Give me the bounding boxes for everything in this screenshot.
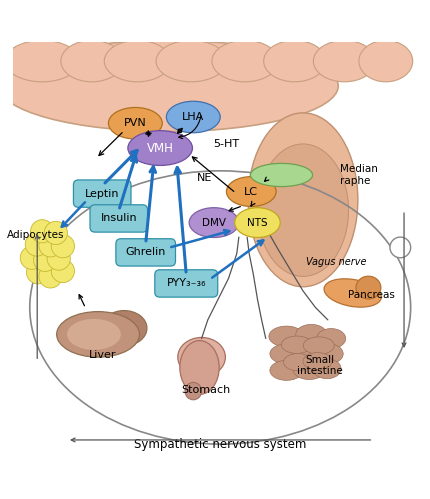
Ellipse shape	[47, 247, 71, 270]
Ellipse shape	[264, 40, 326, 82]
Circle shape	[390, 237, 411, 258]
Ellipse shape	[212, 40, 278, 82]
Ellipse shape	[51, 235, 74, 258]
Ellipse shape	[250, 163, 313, 187]
Ellipse shape	[258, 144, 349, 276]
Ellipse shape	[25, 233, 49, 256]
Ellipse shape	[303, 337, 334, 354]
Text: NE: NE	[197, 173, 212, 183]
Ellipse shape	[178, 337, 225, 377]
FancyBboxPatch shape	[74, 180, 131, 207]
Ellipse shape	[324, 279, 381, 307]
Ellipse shape	[0, 40, 338, 132]
Ellipse shape	[57, 311, 139, 357]
Ellipse shape	[270, 360, 303, 380]
Text: Median
raphe: Median raphe	[340, 164, 378, 186]
Text: 5-HT: 5-HT	[213, 139, 240, 149]
Ellipse shape	[227, 177, 276, 207]
FancyBboxPatch shape	[155, 270, 218, 297]
Ellipse shape	[27, 260, 49, 284]
Ellipse shape	[101, 310, 147, 346]
Ellipse shape	[5, 40, 80, 82]
Ellipse shape	[293, 360, 326, 380]
Ellipse shape	[269, 326, 304, 347]
Ellipse shape	[356, 276, 381, 299]
Ellipse shape	[316, 328, 346, 348]
Ellipse shape	[34, 249, 57, 271]
Ellipse shape	[293, 344, 326, 364]
Text: Leptin: Leptin	[85, 189, 120, 199]
Ellipse shape	[248, 113, 358, 287]
Text: NTS: NTS	[247, 218, 268, 228]
Text: Stomach: Stomach	[181, 385, 230, 395]
Text: Pancreas: Pancreas	[348, 290, 395, 300]
Text: Insulin: Insulin	[101, 214, 137, 224]
Ellipse shape	[31, 220, 54, 243]
Ellipse shape	[39, 265, 62, 288]
Ellipse shape	[270, 344, 303, 364]
Ellipse shape	[189, 208, 239, 238]
FancyBboxPatch shape	[116, 239, 175, 266]
Ellipse shape	[44, 222, 68, 245]
Text: Adipocytes: Adipocytes	[7, 230, 65, 240]
Ellipse shape	[283, 353, 313, 371]
Text: DMV: DMV	[202, 218, 226, 228]
Ellipse shape	[39, 234, 62, 257]
Text: PYY₃₋₃₆: PYY₃₋₃₆	[166, 278, 206, 288]
Text: Small
intestine: Small intestine	[297, 355, 342, 376]
Text: VMH: VMH	[147, 142, 174, 155]
Ellipse shape	[108, 107, 162, 139]
Text: Vagus nerve: Vagus nerve	[306, 257, 366, 267]
Ellipse shape	[303, 353, 332, 370]
Ellipse shape	[20, 246, 43, 269]
Ellipse shape	[61, 40, 123, 82]
Ellipse shape	[156, 40, 227, 82]
Ellipse shape	[359, 40, 413, 82]
Text: PVN: PVN	[124, 118, 147, 128]
Text: Ghrelin: Ghrelin	[126, 248, 166, 257]
Text: Sympathetic nervous system: Sympathetic nervous system	[134, 439, 307, 452]
Text: Liver: Liver	[89, 350, 116, 360]
Ellipse shape	[128, 131, 193, 166]
Ellipse shape	[281, 336, 312, 353]
Ellipse shape	[51, 259, 74, 282]
Ellipse shape	[296, 324, 327, 344]
Ellipse shape	[180, 341, 219, 394]
Text: LHA: LHA	[182, 112, 204, 122]
Ellipse shape	[185, 382, 202, 400]
FancyBboxPatch shape	[90, 205, 147, 232]
Ellipse shape	[166, 101, 220, 133]
Ellipse shape	[104, 40, 171, 82]
Text: LC: LC	[244, 187, 258, 197]
Ellipse shape	[235, 208, 280, 238]
Ellipse shape	[313, 359, 341, 379]
Ellipse shape	[314, 344, 343, 364]
Ellipse shape	[313, 40, 375, 82]
Ellipse shape	[67, 319, 121, 350]
